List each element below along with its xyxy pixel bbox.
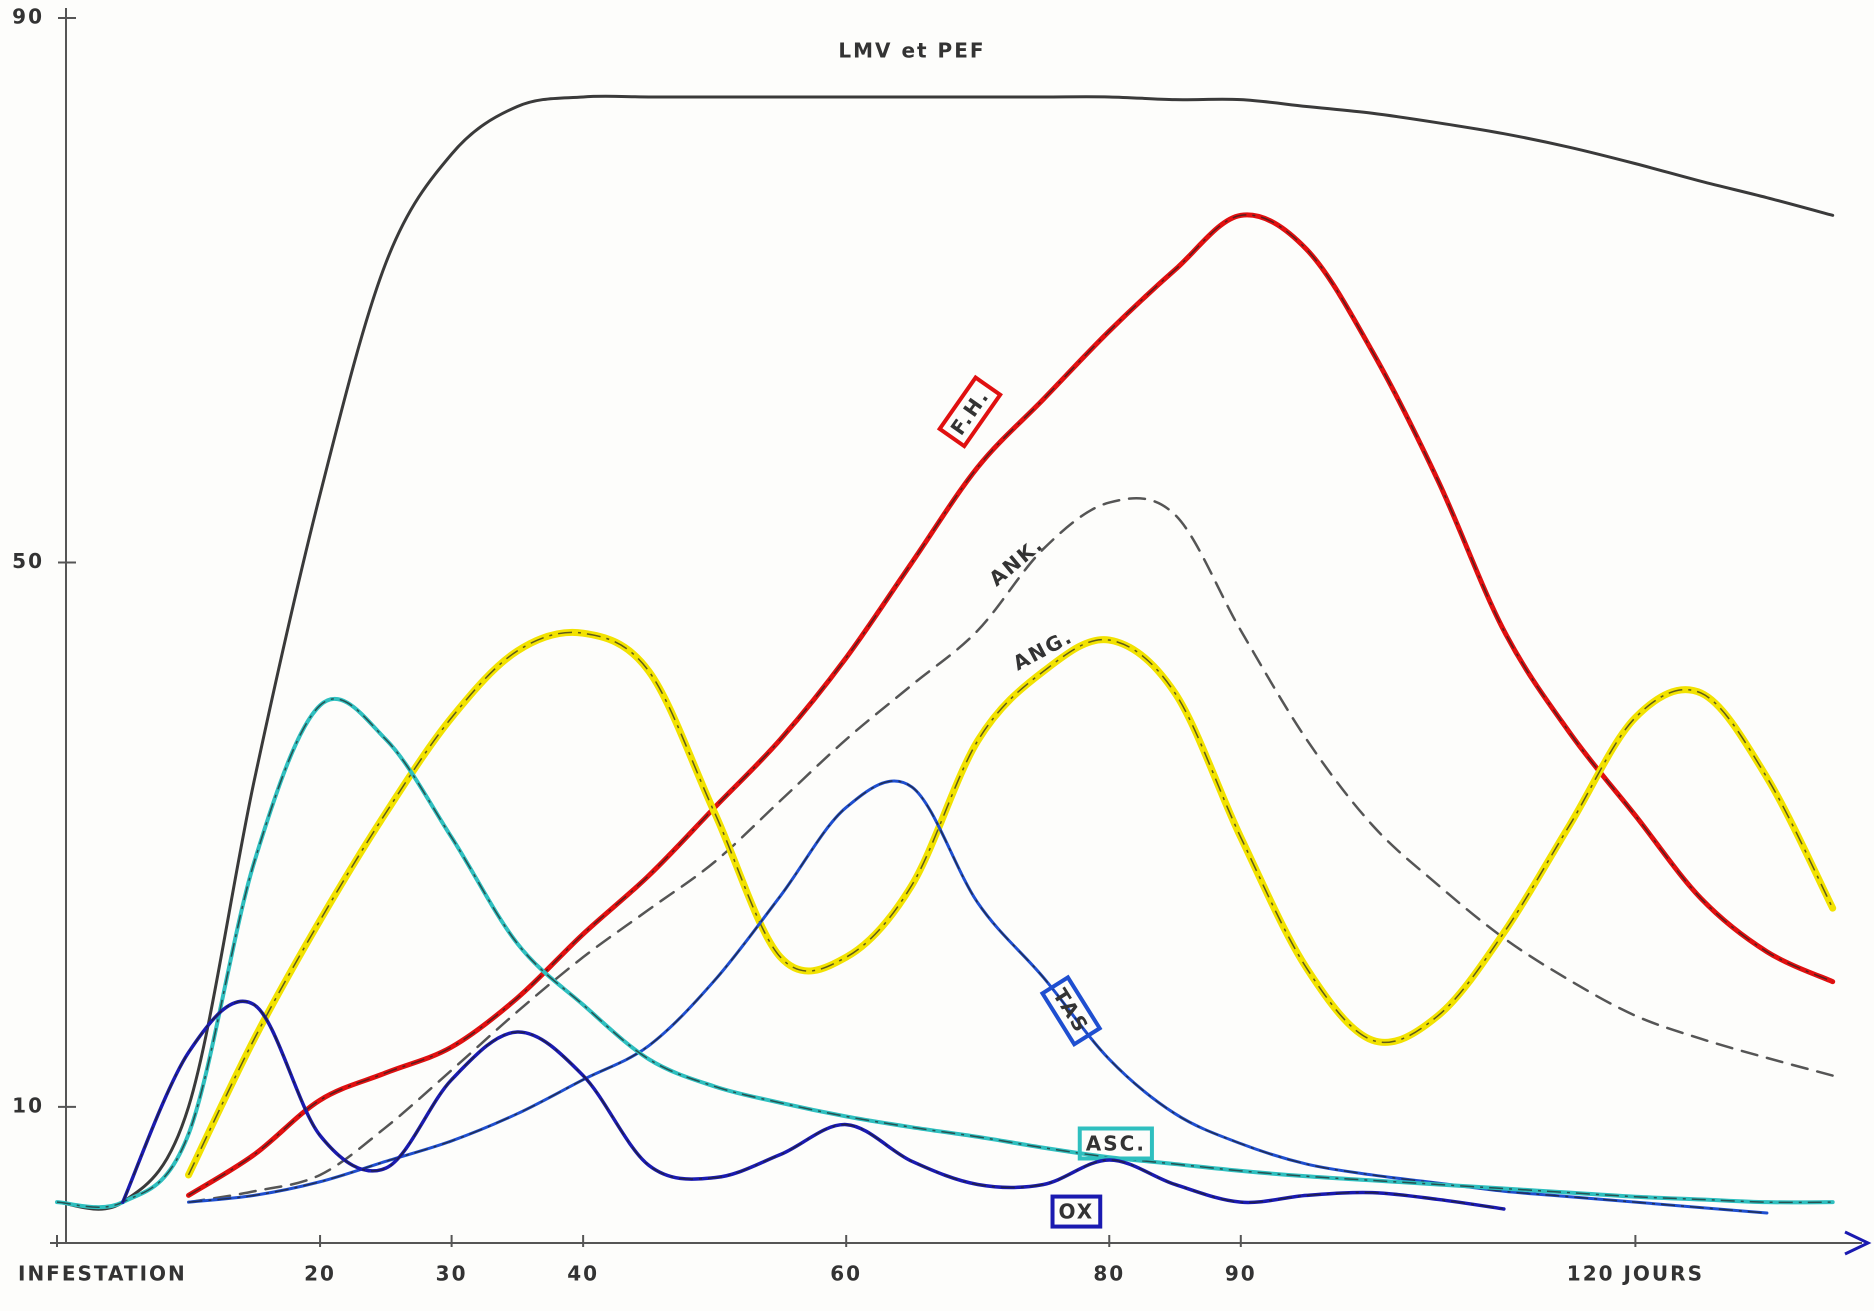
series-overlay (188, 214, 1834, 1196)
series-label-group: ASC. (1077, 1126, 1154, 1161)
x-tick-label: 40 (567, 1262, 599, 1286)
x-tick-label: 90 (1225, 1262, 1257, 1286)
series-label: ASC. (1086, 1132, 1146, 1156)
series-label: OX (1059, 1200, 1095, 1224)
x-tick-label: 30 (436, 1262, 468, 1286)
series-line (185, 628, 1837, 1179)
x-tick-label: 60 (830, 1262, 862, 1286)
series-label-box (1077, 1126, 1154, 1161)
x-axis-arrow (1844, 1230, 1872, 1256)
series-label-group: LMV et PEF (838, 39, 985, 63)
x-tick-label: INFESTATION (18, 1262, 187, 1286)
y-tick-label: 50 (12, 549, 44, 573)
series-line (55, 94, 1835, 1211)
y-tick-label: 10 (12, 1093, 44, 1117)
series-overlay (187, 631, 1834, 1176)
series-line (186, 212, 1836, 1198)
series-overlay (188, 780, 1767, 1214)
y-tick-label: 90 (12, 5, 44, 29)
series-label-box (1039, 974, 1103, 1047)
series-label-box (936, 374, 1003, 449)
x-tick-label: 20 (304, 1262, 336, 1286)
x-tick-label: 120 JOURS (1567, 1262, 1704, 1286)
series-line (187, 497, 1834, 1204)
series-line (55, 697, 1835, 1210)
x-tick-label: 80 (1093, 1262, 1125, 1286)
series-line (187, 779, 1769, 1215)
series-label-group: OX (1050, 1194, 1103, 1229)
series-label-box (1050, 1194, 1103, 1229)
series-label-group: F.H. (936, 374, 1003, 449)
series-label: LMV et PEF (838, 39, 985, 63)
series-overlay (122, 1000, 1504, 1210)
series-label-group: TAS (1039, 974, 1103, 1047)
